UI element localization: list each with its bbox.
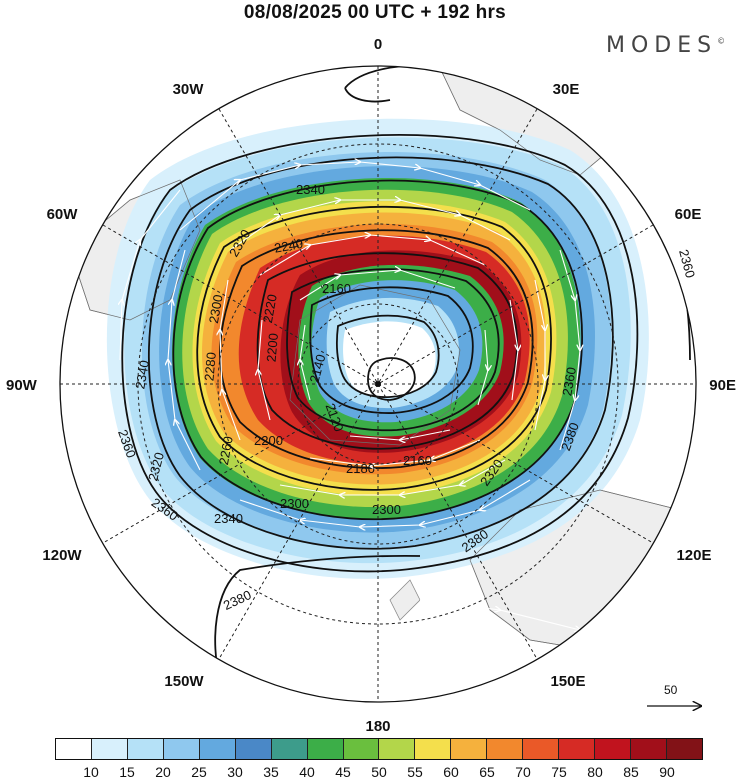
- colorbar-tick-label: 15: [119, 764, 135, 780]
- colorbar-cell: [487, 739, 524, 759]
- colorbar-cell: [666, 739, 702, 759]
- colorbar-cell: [235, 739, 272, 759]
- contour-label: 2340: [296, 182, 325, 197]
- contour-label: 2360: [559, 366, 579, 397]
- lon-label-180: 180: [365, 718, 390, 735]
- colorbar-cell: [307, 739, 344, 759]
- colorbar-cell: [595, 739, 631, 759]
- wind-streamlines: [120, 162, 661, 662]
- contour-label: 2160: [322, 281, 351, 296]
- lon-label-60e: 60E: [675, 206, 702, 223]
- contour-label: 2160: [403, 453, 432, 468]
- contour-label: 2260: [216, 435, 236, 466]
- map-border: [59, 65, 697, 703]
- colorbar-tick-label: 75: [551, 764, 567, 780]
- colorbar-tick-label: 50: [371, 764, 387, 780]
- colorbar-tick-label: 25: [191, 764, 207, 780]
- contour-label: 2200: [264, 333, 281, 363]
- colorbar: [55, 738, 703, 760]
- contour-label: 2220: [260, 293, 280, 324]
- pole-marker: [375, 381, 381, 387]
- lon-label-150e: 150E: [550, 673, 585, 690]
- lon-label-150w: 150W: [164, 673, 204, 690]
- colorbar-tick-label: 30: [227, 764, 243, 780]
- colorbar-tick-label: 55: [407, 764, 423, 780]
- contour-label: 2300: [280, 496, 309, 511]
- lon-label-90e: 90E: [709, 377, 736, 394]
- colorbar-tick-label: 90: [659, 764, 675, 780]
- lon-label-60w: 60W: [47, 206, 79, 223]
- contour-label: 2300: [372, 502, 401, 517]
- colorbar-tick-label: 10: [83, 764, 99, 780]
- colorbar-cell: [271, 739, 308, 759]
- colorbar-cell: [343, 739, 380, 759]
- contour-label: 2360: [676, 248, 698, 280]
- colorbar-cell: [91, 739, 128, 759]
- wind-reference-value: 50: [664, 683, 678, 697]
- lon-label-30e: 30E: [553, 81, 580, 98]
- colorbar-cell: [415, 739, 452, 759]
- contour-label: 2280: [201, 352, 218, 382]
- colorbar-tick-label: 70: [515, 764, 531, 780]
- colorbar-tick-label: 40: [299, 764, 315, 780]
- lon-label-120e: 120E: [676, 547, 711, 564]
- colorbar-cell: [163, 739, 200, 759]
- colorbar-tick-label: 65: [479, 764, 495, 780]
- colorbar-tick-label: 85: [623, 764, 639, 780]
- arrow-right-icon: [647, 700, 705, 712]
- contour-label: 2140: [307, 353, 329, 385]
- contour-label: 2300: [206, 293, 226, 324]
- contour-label: 2200: [254, 433, 283, 448]
- colorbar-tick-label: 35: [263, 764, 279, 780]
- lon-label-90w: 90W: [6, 377, 38, 394]
- colorbar-cell: [127, 739, 164, 759]
- contour-label: 2320: [145, 451, 167, 483]
- colorbar-cell: [523, 739, 560, 759]
- colorbar-tick-label: 45: [335, 764, 351, 780]
- lon-label-0: 0: [374, 36, 382, 53]
- colorbar-cell: [631, 739, 667, 759]
- colorbar-cell: [199, 739, 236, 759]
- contour-label: 2340: [132, 359, 152, 390]
- modes-logo: MODES©: [606, 33, 725, 58]
- colorbar-tick-label: 60: [443, 764, 459, 780]
- contour-label: 2240: [273, 236, 304, 256]
- brand-text: MODES: [606, 33, 718, 58]
- lon-label-120w: 120W: [42, 547, 82, 564]
- contour-label: 2180: [346, 461, 375, 476]
- longitude-labels: 0 30E 60E 90E 120E 150E 180 150W 120W 90…: [6, 36, 736, 735]
- colorbar-labels: 10 15 20 25 30 35 40 45 50 55 60 65 70 75 80 85 90: [55, 764, 703, 782]
- contour-labels: 2340 2320 2240 2300 2220 2160 2140 2200 …: [115, 182, 698, 613]
- contour-label: 2340: [214, 511, 243, 526]
- lon-label-30w: 30W: [173, 81, 205, 98]
- colorbar-tick-label: 80: [587, 764, 603, 780]
- colorbar-cell: [451, 739, 488, 759]
- colorbar-cell: [56, 739, 92, 759]
- colorbar-tick-label: 20: [155, 764, 171, 780]
- colorbar-cell: [559, 739, 596, 759]
- colorbar-cell: [379, 739, 416, 759]
- brand-mark: ©: [717, 36, 726, 46]
- chart-title: 08/08/2025 00 UTC + 192 hrs: [243, 2, 507, 23]
